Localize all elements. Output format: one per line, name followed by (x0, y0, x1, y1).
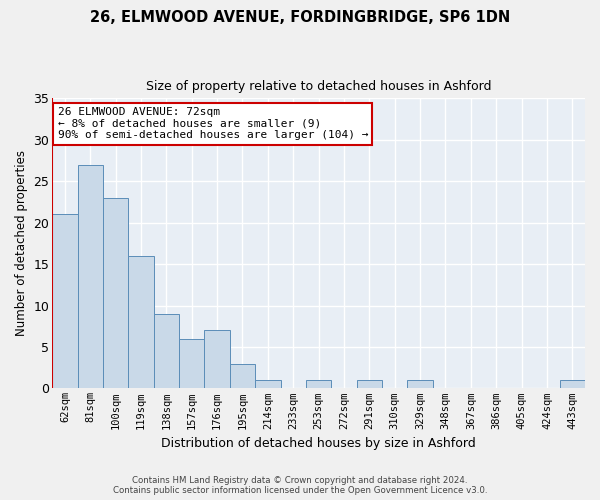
Text: Contains HM Land Registry data © Crown copyright and database right 2024.
Contai: Contains HM Land Registry data © Crown c… (113, 476, 487, 495)
Bar (306, 380, 331, 388)
Bar (560, 380, 585, 388)
Text: 26, ELMWOOD AVENUE, FORDINGBRIDGE, SP6 1DN: 26, ELMWOOD AVENUE, FORDINGBRIDGE, SP6 1… (90, 10, 510, 25)
Y-axis label: Number of detached properties: Number of detached properties (15, 150, 28, 336)
Text: 26 ELMWOOD AVENUE: 72sqm
← 8% of detached houses are smaller (9)
90% of semi-det: 26 ELMWOOD AVENUE: 72sqm ← 8% of detache… (58, 107, 368, 140)
X-axis label: Distribution of detached houses by size in Ashford: Distribution of detached houses by size … (161, 437, 476, 450)
Bar (179, 338, 205, 388)
Title: Size of property relative to detached houses in Ashford: Size of property relative to detached ho… (146, 80, 491, 93)
Bar (128, 256, 154, 388)
Bar (255, 380, 281, 388)
Bar (356, 380, 382, 388)
Bar (407, 380, 433, 388)
Bar (154, 314, 179, 388)
Bar (205, 330, 230, 388)
Bar (103, 198, 128, 388)
Bar (52, 214, 77, 388)
Bar (77, 164, 103, 388)
Bar (230, 364, 255, 388)
